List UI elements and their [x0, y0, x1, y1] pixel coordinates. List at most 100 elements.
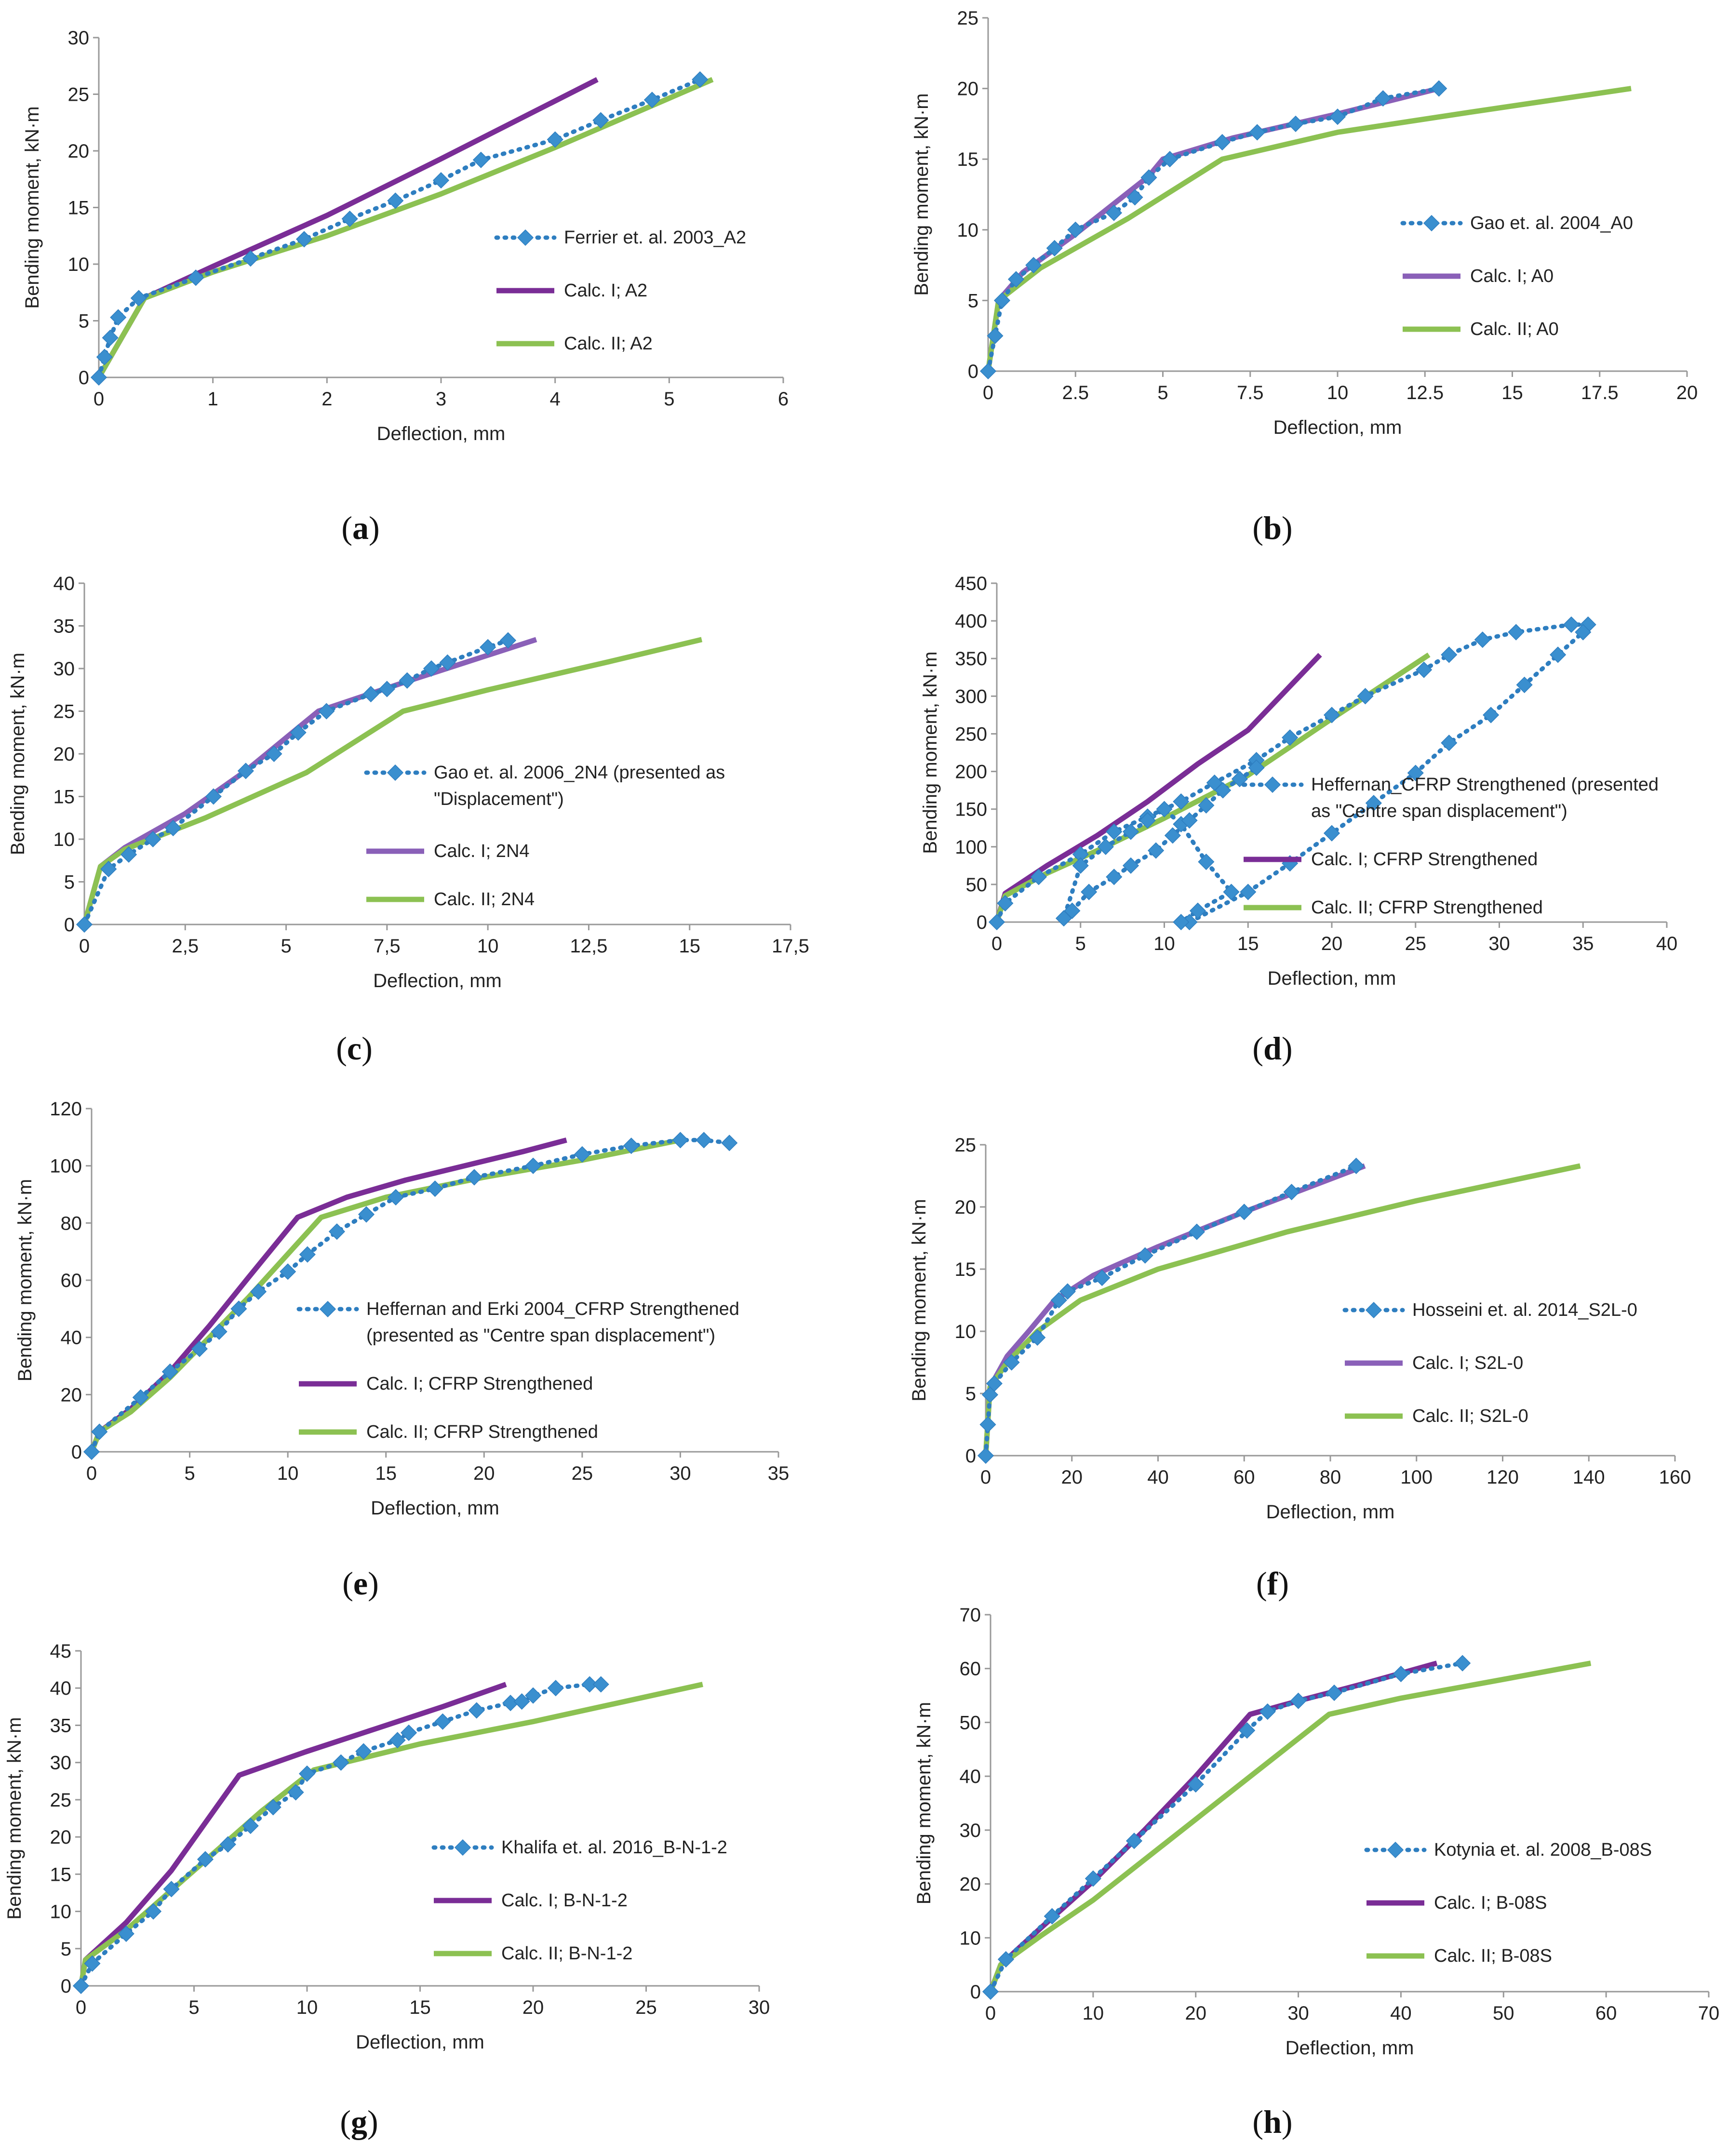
y-tick-label: 10	[50, 1902, 72, 1923]
data-point	[1249, 124, 1266, 141]
series-line-exp	[986, 86, 1441, 374]
y-tick-label: 0	[977, 912, 987, 933]
x-tick-label: 5	[1157, 382, 1168, 403]
data-point	[242, 250, 259, 267]
legend-entry: Calc. I; 2N4	[434, 841, 530, 861]
y-axis-label: Bending moment, kN·m	[913, 1702, 935, 1904]
data-point	[1198, 853, 1215, 870]
data-point	[427, 1180, 443, 1197]
x-tick-label: 0	[980, 1467, 991, 1488]
data-point	[191, 1340, 208, 1357]
data-point	[76, 916, 93, 933]
legend-entry: Ferrier et. al. 2003_A2	[564, 228, 746, 248]
data-point	[525, 1157, 542, 1174]
x-tick-label: 20	[1185, 2003, 1206, 2024]
legend-entry: Khalifa et. al. 2016_B-N-1-2	[501, 1837, 727, 1858]
data-point	[1236, 1204, 1253, 1220]
data-point	[472, 151, 489, 168]
series-line-exp	[983, 1164, 1359, 1458]
data-point	[90, 369, 107, 386]
data-point	[981, 1386, 999, 1403]
x-tick-label: 7,5	[374, 936, 401, 957]
x-tick-label: 1	[208, 388, 218, 410]
x-axis-label: Deflection, mm	[356, 2032, 484, 2053]
data-point	[1139, 812, 1156, 829]
data-point	[102, 329, 119, 346]
x-tick-label: 3	[436, 388, 446, 410]
data-point	[1148, 842, 1165, 859]
series-line-exp	[988, 1661, 1465, 1994]
data-point	[1072, 857, 1089, 874]
data-point	[389, 1732, 406, 1749]
data-point	[1431, 80, 1447, 97]
data-point	[1348, 1157, 1365, 1174]
y-tick-label: 450	[955, 573, 987, 594]
x-tick-label: 40	[1390, 2003, 1412, 2024]
data-point	[1156, 801, 1173, 817]
y-tick-label: 60	[960, 1659, 981, 1680]
y-axis-label: Bending moment, kN·m	[909, 1199, 930, 1401]
y-tick-label: 15	[50, 1864, 72, 1885]
y-tick-label: 70	[960, 1605, 981, 1626]
data-point	[399, 672, 415, 689]
data-point	[1029, 1329, 1046, 1346]
data-point	[333, 1754, 349, 1771]
data-point	[91, 1423, 108, 1440]
data-point	[1064, 902, 1081, 919]
data-point	[96, 348, 113, 365]
data-point	[1454, 1655, 1471, 1672]
data-point	[1393, 1665, 1409, 1682]
x-tick-label: 20	[473, 1463, 495, 1484]
data-point	[72, 1977, 90, 1995]
data-point	[1044, 1908, 1060, 1925]
y-tick-label: 20	[960, 1874, 981, 1895]
y-tick-label: 0	[64, 914, 75, 936]
y-tick-label: 30	[50, 1753, 72, 1774]
data-point	[592, 112, 609, 129]
data-point	[121, 846, 137, 863]
x-tick-label: 7.5	[1237, 382, 1264, 403]
data-point	[1161, 151, 1179, 168]
legend-entry: Calc. II; S2L-0	[1412, 1406, 1528, 1426]
x-tick-label: 15	[375, 1463, 397, 1484]
data-point	[987, 327, 1004, 344]
series-line-calc2	[985, 86, 1632, 372]
y-tick-label: 20	[957, 79, 979, 100]
y-tick-label: 0	[968, 361, 978, 382]
x-axis-label: Deflection, mm	[373, 970, 502, 991]
x-tick-label: 5	[281, 936, 291, 957]
y-tick-label: 15	[957, 149, 979, 170]
legend-marker	[387, 764, 404, 781]
y-tick-label: 15	[54, 787, 75, 808]
data-point	[581, 1676, 598, 1693]
series-line-calc2	[81, 637, 703, 925]
data-point	[1181, 812, 1198, 829]
x-tick-label: 15	[679, 936, 700, 957]
panel-label: (g)	[340, 2103, 378, 2140]
x-tick-label: 15	[1501, 382, 1523, 403]
series-line-calc1	[988, 1661, 1438, 1993]
y-tick-label: 25	[68, 84, 90, 106]
series-line-exp	[89, 1138, 732, 1454]
data-point	[1323, 825, 1340, 842]
y-tick-label: 35	[54, 616, 75, 637]
data-point	[328, 1223, 345, 1240]
data-point	[1122, 823, 1139, 840]
y-tick-label: 10	[957, 220, 979, 241]
x-tick-label: 10	[1153, 933, 1175, 954]
x-tick-label: 30	[1488, 933, 1510, 954]
data-point	[219, 1836, 236, 1853]
data-point	[295, 231, 313, 248]
series-line-calc1	[89, 1137, 567, 1453]
data-point	[547, 131, 563, 148]
legend-entry: Heffernan and Erki 2004_CFRP Strengthene…	[366, 1299, 739, 1319]
data-point	[1375, 90, 1392, 107]
data-point	[1164, 827, 1181, 844]
y-tick-label: 40	[960, 1766, 981, 1787]
legend-marker	[454, 1839, 471, 1856]
data-point	[692, 71, 709, 88]
x-axis-label: Deflection, mm	[1273, 417, 1402, 438]
x-tick-label: 5	[184, 1463, 195, 1484]
x-tick-label: 25	[635, 1997, 657, 2018]
legend-entry: Calc. I; B-08S	[1434, 1893, 1547, 1913]
